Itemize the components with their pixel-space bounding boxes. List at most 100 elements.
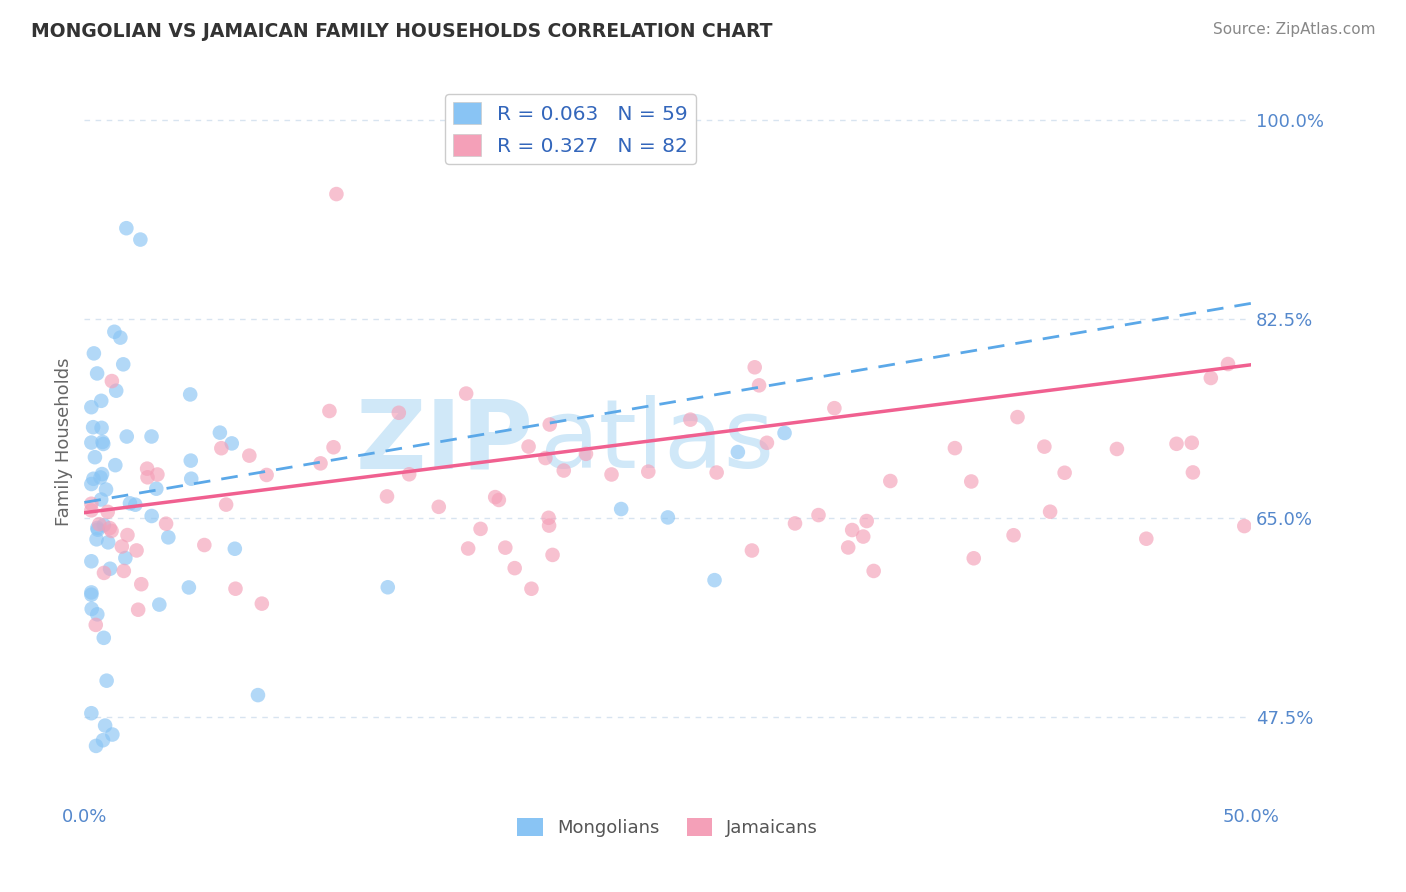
Point	[862, 564, 884, 578]
Point	[1233, 519, 1256, 533]
Point	[86, 367, 108, 381]
Point	[86, 533, 108, 547]
Point	[129, 233, 152, 247]
Point	[488, 493, 510, 508]
Point	[117, 528, 139, 542]
Point	[83, 346, 105, 360]
Point	[80, 706, 103, 721]
Point	[250, 597, 273, 611]
Point	[157, 530, 180, 544]
Point	[80, 400, 103, 414]
Point	[703, 573, 725, 587]
Point	[89, 517, 111, 532]
Text: Source: ZipAtlas.com: Source: ZipAtlas.com	[1212, 22, 1375, 37]
Point	[84, 450, 107, 465]
Point	[427, 500, 450, 514]
Point	[783, 516, 806, 531]
Point	[208, 425, 231, 440]
Point	[1002, 528, 1025, 542]
Point	[100, 524, 122, 538]
Point	[97, 535, 120, 549]
Point	[141, 508, 163, 523]
Point	[224, 541, 246, 556]
Point	[748, 378, 770, 392]
Point	[80, 477, 103, 491]
Point	[706, 466, 728, 480]
Point	[98, 562, 121, 576]
Text: atlas: atlas	[540, 395, 775, 488]
Text: ZIP: ZIP	[356, 395, 534, 488]
Point	[256, 467, 278, 482]
Point	[115, 221, 138, 235]
Point	[91, 434, 114, 449]
Point	[89, 470, 111, 484]
Point	[193, 538, 215, 552]
Point	[1181, 435, 1204, 450]
Y-axis label: Family Households: Family Households	[55, 358, 73, 525]
Point	[103, 325, 125, 339]
Point	[852, 530, 875, 544]
Point	[538, 518, 561, 533]
Point	[80, 497, 103, 511]
Point	[105, 384, 128, 398]
Point	[86, 521, 108, 535]
Point	[90, 492, 112, 507]
Point	[727, 445, 749, 459]
Point	[101, 727, 124, 741]
Point	[943, 441, 966, 455]
Point	[94, 718, 117, 732]
Point	[125, 543, 148, 558]
Point	[322, 440, 344, 454]
Point	[375, 490, 398, 504]
Point	[82, 472, 104, 486]
Point	[93, 566, 115, 580]
Point	[84, 739, 107, 753]
Point	[538, 417, 561, 432]
Point	[110, 330, 132, 344]
Point	[1053, 466, 1076, 480]
Point	[553, 464, 575, 478]
Point	[238, 449, 260, 463]
Point	[503, 561, 526, 575]
Point	[86, 607, 108, 622]
Point	[1199, 371, 1222, 385]
Point	[246, 688, 269, 702]
Point	[325, 187, 347, 202]
Point	[124, 498, 146, 512]
Point	[80, 602, 103, 616]
Point	[575, 447, 598, 461]
Point	[1033, 440, 1056, 454]
Point	[1181, 466, 1204, 480]
Point	[224, 582, 246, 596]
Point	[148, 598, 170, 612]
Point	[1166, 437, 1188, 451]
Point	[177, 581, 200, 595]
Point	[309, 456, 332, 470]
Point	[112, 357, 135, 371]
Point	[537, 511, 560, 525]
Point	[209, 441, 232, 455]
Point	[115, 429, 138, 443]
Point	[600, 467, 623, 482]
Point	[84, 618, 107, 632]
Point	[541, 548, 564, 562]
Point	[1007, 410, 1029, 425]
Point	[141, 429, 163, 443]
Point	[517, 440, 540, 454]
Point	[94, 483, 117, 497]
Point	[155, 516, 177, 531]
Point	[855, 514, 877, 528]
Point	[104, 458, 127, 472]
Point	[837, 541, 859, 555]
Point	[146, 467, 169, 482]
Point	[118, 496, 141, 510]
Point	[90, 393, 112, 408]
Point	[179, 387, 201, 401]
Point	[93, 518, 115, 533]
Point	[80, 588, 103, 602]
Point	[657, 510, 679, 524]
Point	[744, 360, 766, 375]
Point	[80, 554, 103, 568]
Point	[610, 502, 633, 516]
Point	[145, 482, 167, 496]
